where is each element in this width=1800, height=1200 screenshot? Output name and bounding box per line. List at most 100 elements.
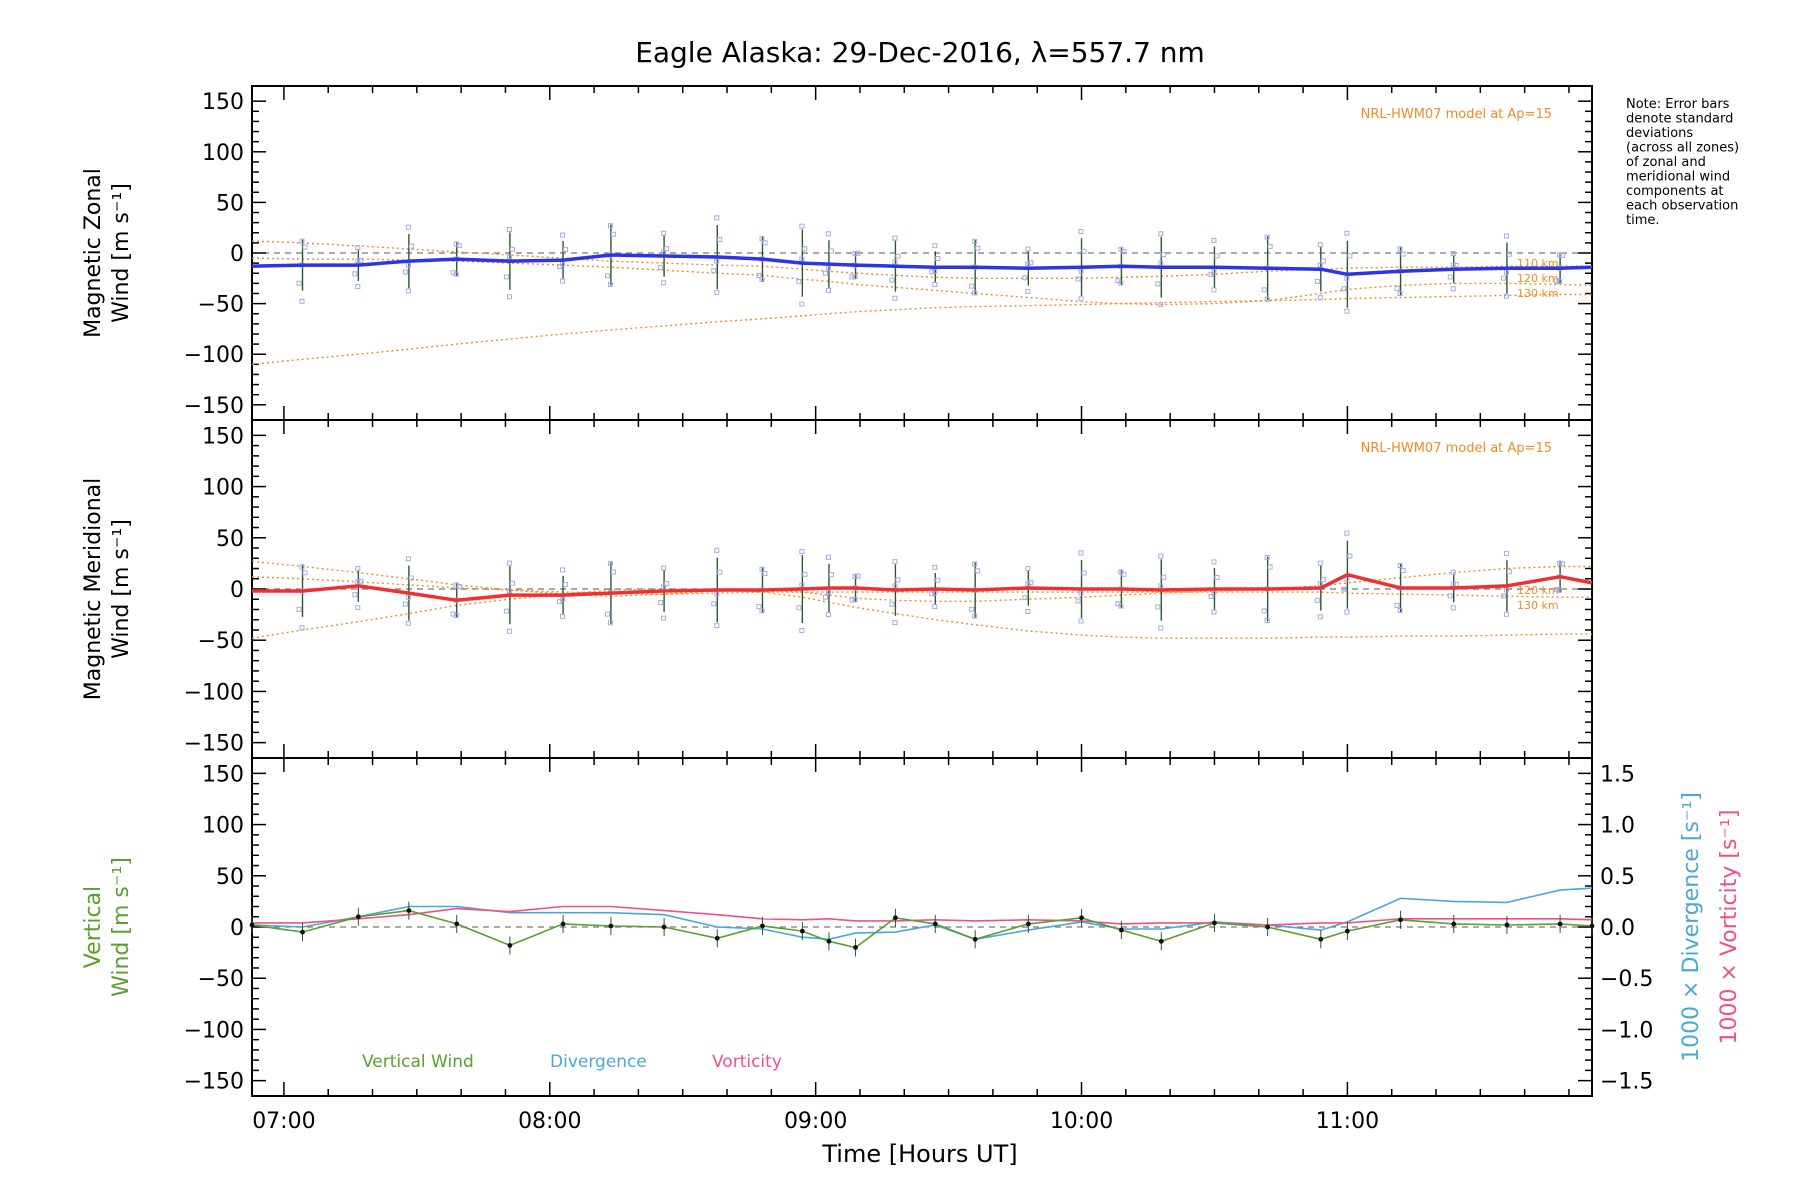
sample-point — [1344, 530, 1350, 536]
sample-point — [1155, 604, 1161, 610]
model-curve-2 — [251, 257, 1593, 306]
vertical-wind-point — [507, 943, 513, 948]
vertical-wind-point — [932, 921, 938, 927]
y-tick-label: 0 — [230, 916, 244, 941]
y-tick-label: 100 — [202, 476, 244, 501]
sample-point — [402, 601, 408, 607]
y-tick-label: −50 — [198, 629, 244, 654]
sample-point — [714, 591, 720, 597]
sample-point — [560, 232, 566, 238]
sample-point — [560, 613, 566, 619]
sample-point — [895, 577, 901, 583]
sample-point — [1081, 570, 1087, 576]
sample-point — [299, 238, 305, 244]
sample-point — [661, 230, 667, 236]
sample-point — [1560, 252, 1566, 258]
sample-point — [1317, 262, 1323, 268]
y-tick-label: −50 — [198, 293, 244, 318]
sample-point — [355, 245, 361, 251]
y-tick-label: −100 — [184, 680, 244, 705]
note-line: Note: Error bars — [1626, 97, 1730, 112]
model-label: NRL-HWM07 model at Ap=15 — [1361, 107, 1552, 122]
sample-point — [849, 597, 855, 603]
sample-point — [889, 601, 895, 607]
sample-point — [1557, 252, 1563, 258]
legend-item-2: Divergence — [550, 1052, 647, 1072]
sample-point — [1078, 550, 1084, 556]
sample-point — [822, 594, 828, 600]
vertical-wind-point — [714, 935, 720, 941]
note-line: each observation — [1626, 199, 1738, 214]
sample-point — [759, 236, 765, 242]
sample-point — [506, 560, 512, 566]
sample-point — [1028, 260, 1034, 266]
sample-point — [972, 613, 978, 619]
sample-point — [1450, 251, 1456, 257]
sample-point — [302, 570, 308, 576]
sample-point — [756, 272, 762, 278]
sample-point — [299, 298, 305, 304]
sample-point — [1025, 581, 1031, 587]
sample-point — [352, 592, 358, 598]
sample-point — [1081, 248, 1087, 254]
y-tick-label: 100 — [202, 141, 244, 166]
y-axis-label: Magnetic Meridional — [81, 478, 106, 700]
sample-point — [408, 243, 414, 249]
sample-point — [1211, 237, 1217, 243]
sample-point — [453, 582, 459, 588]
note-line: of zonal and — [1626, 155, 1706, 170]
sample-point — [1078, 268, 1084, 274]
y-tick-label: −150 — [184, 732, 244, 757]
x-tick-label: 10:00 — [1050, 1109, 1113, 1134]
sample-point — [828, 248, 834, 254]
sample-point — [405, 224, 411, 230]
y-axis-label: Vertical — [81, 886, 106, 968]
y-axis-label: Wind [m s⁻¹] — [109, 519, 134, 659]
sample-point — [822, 270, 828, 276]
x-tick-label: 09:00 — [784, 1109, 847, 1134]
sample-point — [560, 596, 566, 602]
sample-point — [932, 282, 938, 288]
vertical-wind-point — [661, 924, 667, 930]
sample-point — [456, 242, 462, 248]
vertical-wind-point — [1265, 924, 1271, 930]
sample-point — [825, 265, 831, 271]
panel-3: 150 100 50 0 −50 −100 −150 Vertical Wind [m s⁻¹]… — [81, 757, 1742, 1097]
y-axis-label: Wind [m s⁻¹] — [109, 183, 134, 323]
sample-point — [1560, 561, 1566, 567]
sample-point — [405, 620, 411, 626]
sample-point — [661, 565, 667, 571]
sample-point — [1267, 244, 1273, 250]
sample-point — [762, 240, 768, 246]
km-label: 130 km — [1517, 599, 1559, 612]
x-tick-label: 11:00 — [1316, 1109, 1379, 1134]
sample-point — [661, 249, 667, 255]
sample-point — [852, 251, 858, 257]
vertical-wind-point — [1119, 927, 1124, 933]
sample-point — [1264, 554, 1270, 560]
sample-point — [658, 264, 664, 270]
y-tick-label: 50 — [216, 865, 244, 890]
vertical-wind-point — [760, 923, 765, 929]
y-tick-label: −150 — [184, 394, 244, 419]
sample-point — [1118, 569, 1124, 575]
sample-point — [1400, 251, 1406, 257]
sample-point — [825, 554, 831, 560]
sample-point — [969, 283, 975, 289]
sample-point — [892, 583, 898, 589]
y-tick-label: −100 — [184, 1018, 244, 1043]
vertical-wind-point — [1557, 921, 1563, 927]
sample-point — [932, 590, 938, 596]
note-line: denote standard — [1626, 112, 1733, 127]
sample-point — [1554, 587, 1560, 593]
model-curve-1 — [251, 560, 1592, 602]
sample-point — [932, 604, 938, 610]
sample-point — [714, 547, 720, 553]
sample-point — [610, 569, 616, 575]
sample-point — [1557, 560, 1563, 566]
sample-point — [661, 615, 667, 621]
sample-point — [1211, 287, 1217, 293]
sample-point — [825, 287, 831, 293]
vertical-wind-point — [406, 908, 412, 914]
sample-point — [796, 279, 802, 285]
